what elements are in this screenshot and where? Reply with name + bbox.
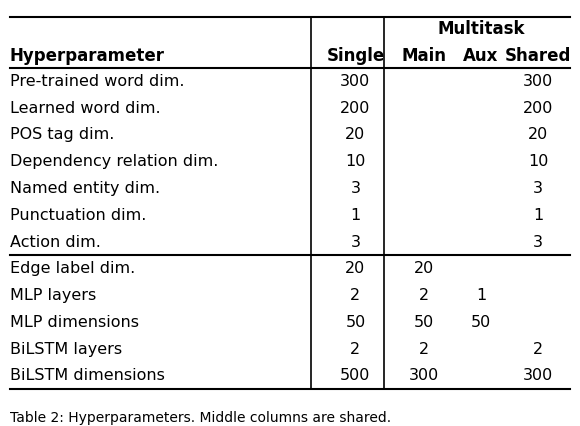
Text: 20: 20 [414,262,434,276]
Text: 3: 3 [533,181,543,196]
Text: Aux: Aux [463,47,499,65]
Text: Named entity dim.: Named entity dim. [10,181,160,196]
Text: Action dim.: Action dim. [10,235,101,250]
Text: MLP dimensions: MLP dimensions [10,315,139,330]
Text: 50: 50 [471,315,491,330]
Text: 1: 1 [476,288,486,303]
Text: Multitask: Multitask [437,20,525,38]
Text: Shared: Shared [505,47,571,65]
Text: 2: 2 [419,288,429,303]
Text: 20: 20 [528,127,548,142]
Text: Dependency relation dim.: Dependency relation dim. [10,154,218,169]
Text: Punctuation dim.: Punctuation dim. [10,208,146,223]
Text: 1: 1 [350,208,361,223]
Text: 2: 2 [533,342,543,357]
Text: 300: 300 [523,74,553,89]
Text: Edge label dim.: Edge label dim. [10,262,135,276]
Text: Hyperparameter: Hyperparameter [10,47,165,65]
Text: Learned word dim.: Learned word dim. [10,101,161,116]
Text: 2: 2 [419,342,429,357]
Text: Pre-trained word dim.: Pre-trained word dim. [10,74,184,89]
Text: 3: 3 [350,235,360,250]
Text: 3: 3 [350,181,360,196]
Text: 10: 10 [345,154,365,169]
Text: 300: 300 [523,368,553,383]
Text: 300: 300 [340,74,371,89]
Text: 2: 2 [350,342,361,357]
Text: 2: 2 [350,288,361,303]
Text: POS tag dim.: POS tag dim. [10,127,114,142]
Text: 50: 50 [345,315,365,330]
Text: 500: 500 [340,368,371,383]
Text: 50: 50 [414,315,434,330]
Text: BiLSTM dimensions: BiLSTM dimensions [10,368,165,383]
Text: 300: 300 [409,368,439,383]
Text: 20: 20 [345,262,365,276]
Text: Single: Single [327,47,385,65]
Text: 200: 200 [340,101,371,116]
Text: Table 2: Hyperparameters. Middle columns are shared.: Table 2: Hyperparameters. Middle columns… [10,412,391,426]
Text: 20: 20 [345,127,365,142]
Text: BiLSTM layers: BiLSTM layers [10,342,122,357]
Text: 3: 3 [533,235,543,250]
Text: Main: Main [401,47,447,65]
Text: 1: 1 [533,208,543,223]
Text: MLP layers: MLP layers [10,288,96,303]
Text: 200: 200 [523,101,553,116]
Text: 10: 10 [528,154,548,169]
